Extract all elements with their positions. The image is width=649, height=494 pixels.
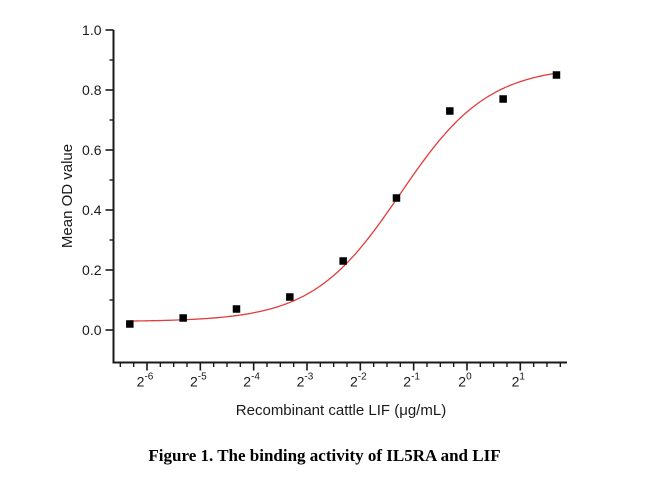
tick-label-layer: 0.0 0.2 0.4 0.6 0.8 1.0 2-6 2-5 2-4 2-3 2-2 2-1 20 21 [82, 22, 525, 390]
data-point-marker [179, 314, 187, 322]
x-axis-title: Recombinant cattle LIF (μg/mL) [236, 402, 446, 419]
data-point-marker [446, 107, 454, 115]
x-tick-label: 20 [458, 372, 472, 390]
x-tick-label: 21 [512, 372, 526, 390]
y-tick-label: 0.6 [82, 142, 102, 158]
x-tick-label: 2-6 [137, 372, 154, 390]
x-tick-label: 2-3 [297, 372, 314, 390]
data-point-marker [499, 95, 507, 103]
axis-layer [105, 29, 567, 371]
data-point-marker [286, 293, 294, 301]
fit-curve [127, 71, 560, 322]
y-tick-label: 0.8 [82, 82, 102, 98]
figure-caption: Figure 1. The binding activity of IL5RA … [148, 446, 501, 465]
x-tick-label: 2-1 [403, 372, 420, 390]
data-point-layer [126, 71, 561, 328]
data-point-marker [552, 71, 561, 79]
y-tick-label: 0.0 [82, 322, 102, 338]
data-point-marker [126, 320, 134, 328]
x-tick-label: 2-4 [243, 372, 260, 390]
y-tick-label: 0.4 [82, 202, 102, 218]
axis-spines [112, 30, 567, 364]
x-tick-label: 2-5 [190, 372, 207, 390]
y-tick-label: 1.0 [82, 22, 102, 38]
y-axis-title: Mean OD value [59, 144, 76, 248]
fit-curve-layer [127, 71, 560, 322]
x-tick-label: 2-2 [350, 372, 367, 390]
binding-activity-chart: 0.0 0.2 0.4 0.6 0.8 1.0 2-6 2-5 2-4 2-3 2-2 2-1 20 21… [59, 22, 567, 419]
data-point-marker [339, 257, 347, 265]
y-tick-label: 0.2 [82, 262, 102, 278]
data-point-marker [392, 194, 401, 202]
data-point-marker [232, 305, 241, 313]
